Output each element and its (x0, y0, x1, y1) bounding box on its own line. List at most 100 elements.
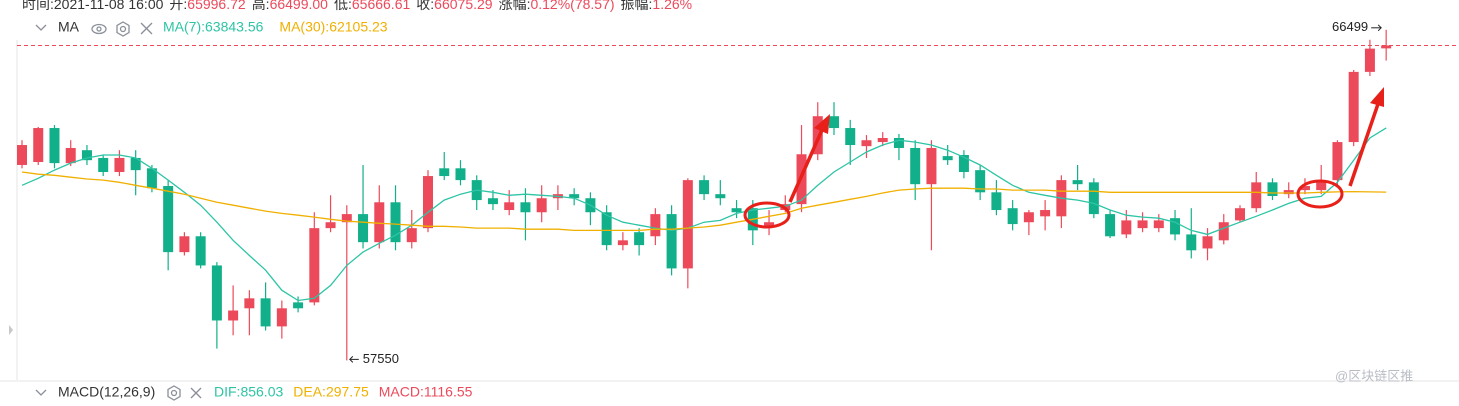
candle-body (536, 198, 547, 213)
min-label: 57550 (363, 351, 399, 366)
legend-entry: MA(30):62105.23 (279, 19, 387, 35)
candle-body (341, 214, 352, 223)
candle-body (406, 228, 417, 243)
macd-value: DIF:856.03 (214, 384, 283, 400)
candle-body (958, 154, 969, 172)
macd-value: DEA:297.75 (293, 384, 369, 400)
candle-body (1007, 208, 1018, 225)
header-label: 时间: (22, 0, 54, 12)
candle-body (1299, 186, 1310, 191)
candle-body (1364, 48, 1375, 72)
candle-body (374, 202, 385, 243)
candle-body (276, 308, 287, 327)
candle-body (146, 168, 157, 189)
candle-body (682, 180, 693, 269)
candle-body (666, 214, 677, 269)
candle-body (617, 240, 628, 246)
close-icon[interactable] (190, 387, 202, 399)
candle-body (942, 156, 953, 161)
highlight-circle (1296, 179, 1344, 209)
candle-body (1170, 218, 1181, 235)
max-label: 66499 (1332, 19, 1368, 34)
legend-entry: MA(7):63843.56 (163, 19, 264, 35)
candle-body (1251, 182, 1262, 209)
candle-body (504, 202, 515, 211)
candle-body (195, 236, 206, 266)
candle-body (861, 140, 872, 147)
candle-body (1040, 210, 1051, 217)
candle-body (179, 236, 190, 253)
settings-icon[interactable] (116, 21, 130, 37)
candle-body (1348, 71, 1359, 143)
candle-body (764, 222, 775, 227)
macd-title: MACD(12,26,9) (58, 384, 155, 400)
header-label: 高: (252, 0, 270, 12)
candle-body (439, 168, 450, 177)
candle-body (975, 170, 986, 193)
candle-body (390, 202, 401, 243)
candle-body (1235, 208, 1245, 221)
candle-body (1153, 220, 1164, 229)
collapse-toggle[interactable] (35, 389, 47, 396)
min-arrow-head (349, 356, 354, 363)
candle-body (1137, 220, 1148, 229)
plot: 66499 57550 (17, 19, 1459, 366)
legend: MA(7):63843.56 MA(30):62105.23 (163, 19, 388, 35)
candle-body (455, 168, 466, 181)
arrow (1348, 103, 1380, 187)
candle-body (715, 194, 726, 199)
candle-body (1332, 142, 1343, 181)
candle-body (130, 157, 141, 171)
settings-icon[interactable] (167, 385, 181, 401)
highlight-circle (743, 201, 791, 229)
candle-body (260, 298, 271, 327)
candle-body (1267, 182, 1278, 196)
eye-icon[interactable] (91, 23, 107, 35)
header-info: 时间:2021-11-08 16:00 开:65996.72 高:66499.00 低… (22, 0, 692, 12)
candle-body (926, 147, 937, 185)
macd-value: MACD:1116.55 (379, 384, 473, 400)
header-value: 1.26% (652, 0, 692, 12)
candle-body (893, 138, 904, 148)
candle-body (293, 302, 304, 309)
header-label: 开: (169, 0, 187, 12)
header-value: 2021-11-08 16:00 (54, 0, 164, 12)
max-arrow-head (1377, 24, 1382, 32)
candle-body (877, 138, 888, 143)
candle-body (731, 208, 742, 213)
candle-body (163, 186, 174, 253)
candle-body (1202, 236, 1213, 249)
candle-body (1218, 222, 1229, 241)
candle-body (1186, 234, 1197, 251)
arrow-head (814, 114, 830, 134)
header-label: 涨幅: (499, 0, 531, 12)
collapse-toggle[interactable] (35, 24, 47, 31)
annotations (743, 87, 1384, 229)
candle-body (650, 214, 661, 237)
candle-body (358, 214, 369, 243)
macd-values: DIF:856.03 DEA:297.75 MACD:1116.55 (214, 384, 473, 400)
candle-body (634, 232, 645, 246)
header-value: 66499.00 (270, 0, 329, 12)
close-icon[interactable] (140, 22, 153, 35)
candle-body (244, 298, 255, 309)
candle-body (33, 128, 44, 163)
candle-body (1316, 180, 1327, 191)
panel-handle[interactable] (9, 325, 13, 335)
candle-body (520, 202, 531, 213)
candle-body (17, 145, 27, 165)
candle-body (829, 116, 839, 129)
candle-body (910, 147, 921, 185)
candle-body (114, 157, 125, 172)
candle-body (98, 157, 109, 172)
header-label: 低: (334, 0, 352, 12)
ma-line (21, 127, 1387, 302)
arrow-head (1370, 87, 1384, 107)
candle-body (81, 150, 92, 161)
candle-body (423, 176, 433, 229)
candle-body (1283, 190, 1294, 195)
candle-body (601, 212, 612, 246)
arrow (788, 129, 824, 203)
watermark: @区块链区推 (1335, 368, 1413, 383)
